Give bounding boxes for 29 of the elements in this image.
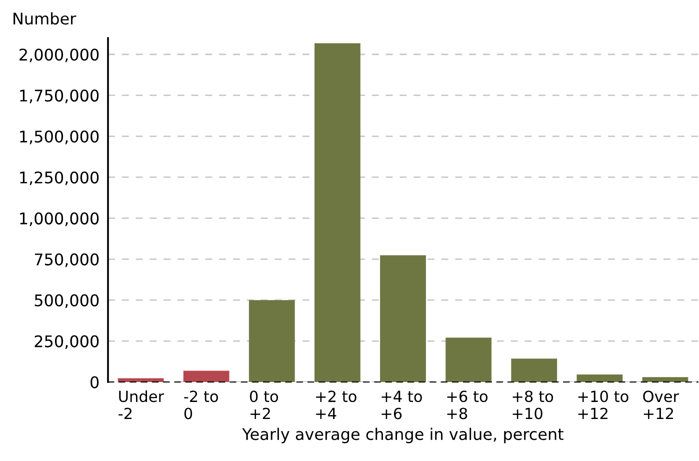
- x-tick-label: +8 to +10: [512, 390, 554, 420]
- bar: [380, 255, 426, 382]
- bar: [642, 377, 688, 382]
- bar: [118, 378, 164, 382]
- x-tick-label: 0 to +2: [250, 390, 278, 420]
- x-tick-label: Over +12: [643, 390, 680, 420]
- y-tick-label: 2,000,000: [20, 48, 99, 62]
- x-tick-label: +2 to +4: [316, 390, 356, 420]
- bar: [248, 300, 295, 382]
- x-tick-label: -2 to 0: [184, 390, 218, 420]
- y-tick-label: 1,250,000: [20, 171, 99, 186]
- y-tick-label: 250,000: [34, 335, 99, 349]
- x-axis-title: Yearly average change in value, percent: [242, 428, 564, 444]
- y-tick-label: 1,000,000: [20, 212, 99, 226]
- bar: [446, 338, 492, 382]
- y-tick-label: 500,000: [34, 294, 99, 308]
- bar: [576, 374, 623, 382]
- y-tick-label: 0: [90, 376, 99, 388]
- bar: [183, 370, 230, 382]
- y-tick-label: 1,500,000: [20, 130, 99, 144]
- x-tick-label: +6 to +8: [447, 390, 488, 420]
- x-tick-label: +10 to +12: [578, 390, 628, 420]
- bar: [511, 358, 558, 382]
- x-tick-label: +4 to +6: [382, 390, 422, 420]
- y-tick-label: 1,750,000: [20, 90, 99, 104]
- bar: [314, 43, 360, 382]
- y-tick-label: 750,000: [34, 253, 99, 268]
- x-tick-label: Under -2: [118, 390, 164, 420]
- y-axis-title: Number: [14, 12, 76, 25]
